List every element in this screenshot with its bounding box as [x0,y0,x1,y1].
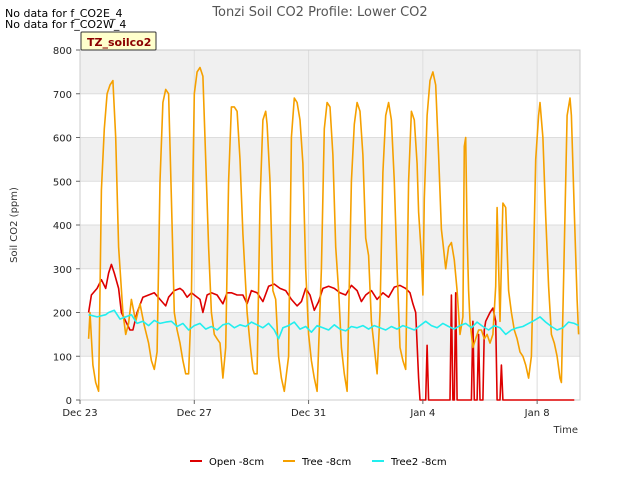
y-tick-label: 600 [53,134,72,145]
legend: Open -8cm Tree -8cm Tree2 -8cm [190,457,447,468]
series-line-1 [87,66,580,393]
x-axis-ticks: Dec 23 Dec 27 Dec 31 Jan 4 Jan 8 [62,400,550,419]
band-500 [80,137,580,182]
x-tick-label: Dec 31 [291,408,326,419]
x-tick-label: Jan 8 [524,408,550,419]
series-line-2 [88,309,579,340]
y-tick-label: 0 [66,396,72,407]
site-badge: TZ_soilco2 [80,31,157,51]
no-data-note-2: No data for f_CO2W_4 [5,18,126,31]
y-tick-label: 700 [53,90,72,101]
series-lines [87,66,580,401]
y-tick-label: 100 [53,352,72,363]
legend-label-2: Tree2 -8cm [390,457,447,468]
band-700 [80,50,580,94]
band-200 [80,268,580,313]
x-axis-label: Time [553,425,578,436]
y-tick-label: 400 [53,221,72,232]
y-tick-label: 300 [53,265,72,276]
band-300 [80,225,580,269]
y-tick-label: 200 [53,309,72,320]
band-400 [80,181,580,225]
no-data-note-1: No data for f_CO2E_4 [5,7,123,20]
x-tick-label: Jan 4 [409,408,435,419]
site-badge-label: TZ_soilco2 [87,36,151,49]
x-tick-label: Dec 23 [62,408,97,419]
legend-label-0: Open -8cm [209,457,264,468]
series-line-0 [87,263,575,401]
y-axis-ticks: 0 100 200 300 400 500 600 700 800 [53,46,80,407]
y-tick-label: 800 [53,46,72,57]
x-tick-label: Dec 27 [177,408,212,419]
chart-title: Tonzi Soil CO2 Profile: Lower CO2 [211,5,427,20]
y-tick-label: 500 [53,177,72,188]
y-axis-label: Soil CO2 (ppm) [9,187,20,263]
legend-label-1: Tree -8cm [301,457,351,468]
